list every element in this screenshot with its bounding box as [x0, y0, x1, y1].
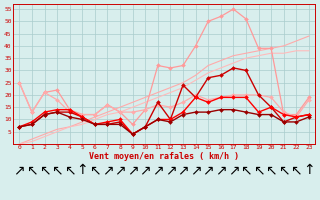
X-axis label: Vent moyen/en rafales ( km/h ): Vent moyen/en rafales ( km/h ) [89, 152, 239, 161]
